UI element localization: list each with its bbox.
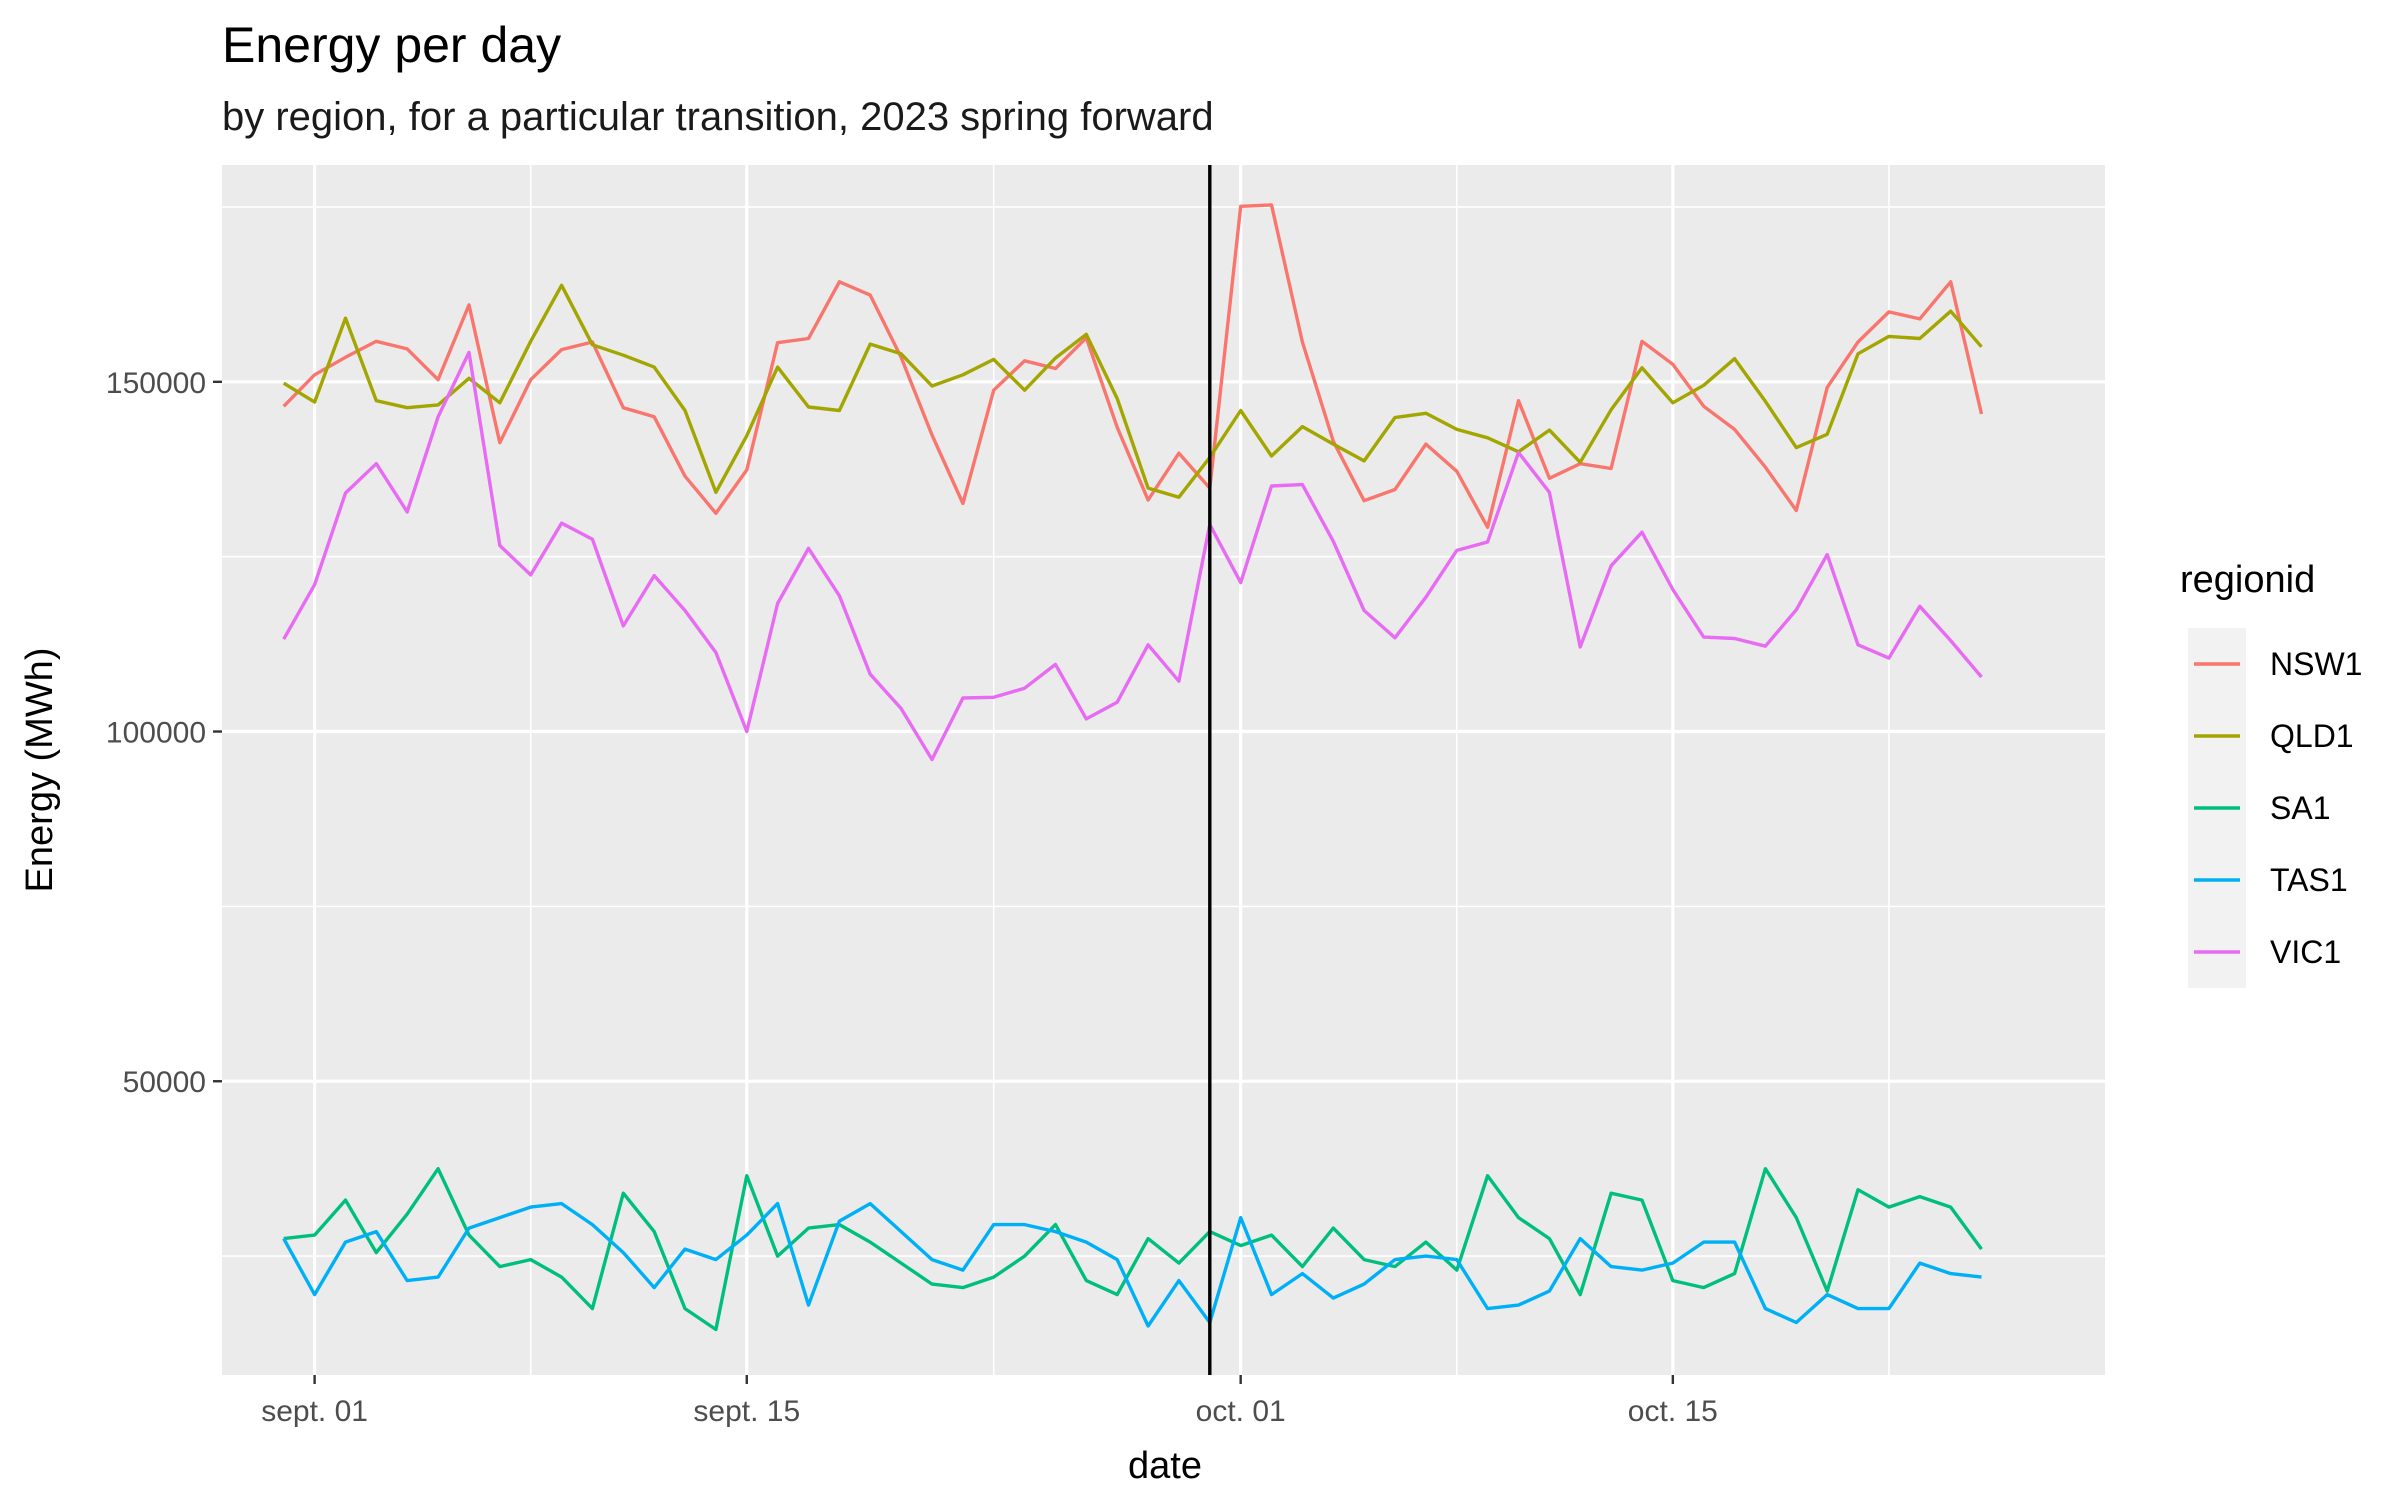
x-axis: sept. 01 sept. 15 oct. 01 oct. 15 (261, 1375, 1718, 1428)
x-tick-label: sept. 01 (261, 1395, 368, 1428)
minor-gridlines (222, 165, 2105, 1375)
legend-item-qld1: QLD1 (2188, 700, 2354, 772)
series-line-qld1 (282, 283, 1983, 499)
chart-title: Energy per day (222, 17, 561, 73)
series-line-tas1 (282, 1201, 1982, 1328)
legend-item-sa1: SA1 (2188, 772, 2330, 844)
major-gridlines (222, 165, 2105, 1375)
legend-label: TAS1 (2270, 862, 2348, 898)
x-axis-title: date (1128, 1445, 1202, 1487)
legend-item-tas1: TAS1 (2188, 844, 2348, 916)
y-axis-title: Energy (MWh) (19, 648, 61, 893)
y-tick-label: 100000 (106, 717, 206, 750)
chart-subtitle: by region, for a particular transition, … (222, 95, 1214, 139)
legend-label: QLD1 (2270, 718, 2354, 754)
x-tick-label: oct. 15 (1628, 1395, 1718, 1428)
y-axis: 50000 100000 150000 (106, 367, 222, 1099)
legend-item-nsw1: NSW1 (2188, 628, 2362, 700)
y-tick-label: 50000 (123, 1066, 206, 1099)
series-line-vic1 (282, 350, 1983, 762)
legend-label: VIC1 (2270, 934, 2341, 970)
series-line-nsw1 (282, 203, 1984, 529)
series-line-sa1 (283, 1166, 1983, 1332)
legend-title: regionid (2180, 559, 2315, 601)
legend-item-vic1: VIC1 (2188, 916, 2341, 988)
x-tick-label: sept. 15 (693, 1395, 800, 1428)
series-lines (282, 203, 1984, 1332)
x-tick-label: oct. 01 (1196, 1395, 1286, 1428)
legend-label: SA1 (2270, 790, 2330, 826)
legend-label: NSW1 (2270, 646, 2362, 682)
legend: NSW1 QLD1 SA1 TAS1 VIC1 (2188, 628, 2362, 988)
plot-panel (222, 165, 2105, 1375)
y-tick-label: 150000 (106, 367, 206, 400)
